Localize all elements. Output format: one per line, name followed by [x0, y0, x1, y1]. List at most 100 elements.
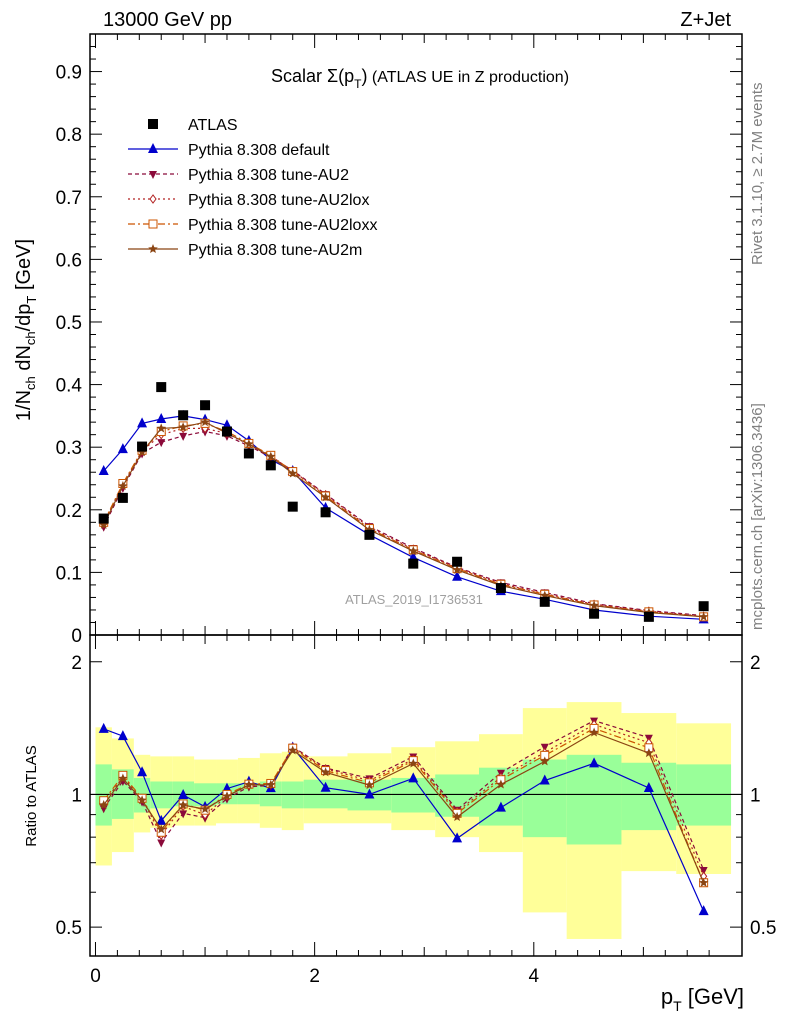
mcplots-label: mcplots.cern.ch [arXiv:1306.3436]	[749, 403, 766, 630]
series-point	[156, 423, 166, 433]
ratio-series-point	[98, 722, 109, 733]
series-point	[589, 600, 599, 610]
ratio-series-point	[137, 795, 147, 805]
series-point	[244, 439, 254, 449]
ratio-frame	[89, 634, 743, 957]
main-y-tick-label: 0.9	[56, 63, 82, 84]
data-point	[643, 611, 654, 622]
ratio-series-point	[178, 800, 188, 810]
series-point	[117, 443, 128, 454]
main-y-axis-label: 1/Nch dNch/dpT [GeV]	[13, 239, 39, 421]
series-line	[103, 430, 704, 617]
legend-label: ATLAS	[188, 117, 238, 134]
main-y-tick-label: 0.6	[56, 250, 82, 271]
data-point	[137, 441, 148, 452]
ratio-inner-band	[621, 762, 677, 831]
x-tick-label: 0	[90, 966, 101, 987]
ratio-series-point	[137, 766, 148, 777]
ratio-series-point	[589, 757, 600, 768]
main-data-points	[98, 382, 709, 622]
main-y-tick-label: 0	[71, 626, 82, 647]
ratio-series-point	[244, 779, 254, 789]
ratio-y-tick-label-right: 1	[750, 785, 761, 806]
data-point	[178, 410, 189, 421]
ratio-series-point	[118, 773, 128, 783]
series-point	[179, 432, 188, 441]
data-point	[364, 529, 375, 540]
series-point	[452, 564, 462, 574]
ratio-series-point	[539, 774, 550, 785]
legend-marker	[148, 119, 158, 129]
ratio-series-point	[698, 905, 709, 916]
ratio-series-point	[698, 877, 709, 887]
x-tick-label: 2	[309, 966, 320, 987]
ratio-series-point	[364, 780, 375, 790]
ratio-inner-band	[237, 783, 260, 805]
ratio-inner-band	[522, 759, 567, 838]
ratio-series-point	[644, 748, 654, 758]
ratio-y-tick-label: 2	[71, 653, 82, 674]
analysis-id-label: ATLAS_2019_I1736531	[345, 592, 483, 607]
ratio-series-point	[540, 756, 550, 766]
data-point	[200, 400, 211, 411]
data-point	[117, 492, 128, 503]
ratio-series-point	[222, 791, 232, 801]
series-line	[103, 421, 704, 618]
series-point	[137, 447, 147, 457]
x-tick-label: 4	[529, 966, 540, 987]
series-point	[540, 590, 550, 600]
ratio-y-tick-label: 0.5	[56, 918, 82, 939]
ratio-series-point	[408, 758, 418, 768]
legend-label: Pythia 8.308 tune-AU2m	[188, 242, 362, 259]
series-point	[408, 546, 418, 556]
series-line	[103, 422, 704, 618]
main-y-tick-label: 0.4	[56, 376, 83, 397]
main-y-tick-label: 0.3	[56, 438, 82, 459]
series-point	[178, 422, 188, 432]
ratio-series-point	[179, 810, 188, 819]
main-y-tick-label: 0.8	[56, 125, 82, 146]
data-point	[287, 501, 298, 512]
data-point	[539, 596, 550, 607]
series-point	[266, 451, 276, 461]
series-point	[200, 417, 210, 427]
ratio-series-point	[699, 866, 708, 875]
legend-marker	[148, 244, 158, 253]
series-point	[137, 417, 148, 428]
axis-ticks: 0 0.1 0.2 0.3 0.4 0.5 0.6 0.7 0.8 0.9 0 2 4 0.5 0.5 1 1 2…	[56, 34, 776, 987]
ratio-series-point	[178, 788, 189, 799]
data-point	[221, 426, 232, 437]
data-point	[589, 608, 600, 619]
data-point	[698, 601, 709, 612]
ratio-series-point	[288, 745, 298, 755]
series-point	[452, 570, 463, 581]
legend: ATLAS Pythia 8.308 default Pythia 8.308 tu…	[128, 117, 377, 259]
legend-marker	[148, 219, 158, 229]
ratio-series-point	[452, 832, 463, 843]
data-point	[98, 513, 109, 524]
legend-label: Pythia 8.308 tune-AU2loxx	[188, 217, 377, 234]
data-point	[156, 382, 167, 393]
ratio-series-point	[643, 781, 654, 792]
series-point	[157, 439, 166, 448]
ratio-series-group	[98, 717, 709, 916]
main-y-tick-label: 0.1	[56, 563, 82, 584]
legend-marker	[149, 171, 157, 179]
ratio-series-point	[495, 801, 506, 812]
legend-marker	[149, 194, 157, 204]
series-point	[320, 492, 331, 502]
ratio-series-point	[408, 772, 419, 783]
legend-label: Pythia 8.308 tune-AU2	[188, 167, 349, 184]
process-label: Z+Jet	[680, 9, 731, 31]
legend-marker	[148, 143, 158, 153]
ratio-series-point	[364, 788, 375, 799]
series-point	[118, 481, 128, 490]
ratio-y-axis-label: Ratio to ATLAS	[23, 745, 40, 846]
data-point	[243, 448, 254, 459]
ratio-series-point	[156, 824, 166, 834]
ratio-series-point	[266, 779, 276, 789]
ratio-series-point	[98, 800, 109, 810]
series-point	[98, 519, 109, 529]
data-point	[495, 583, 506, 594]
